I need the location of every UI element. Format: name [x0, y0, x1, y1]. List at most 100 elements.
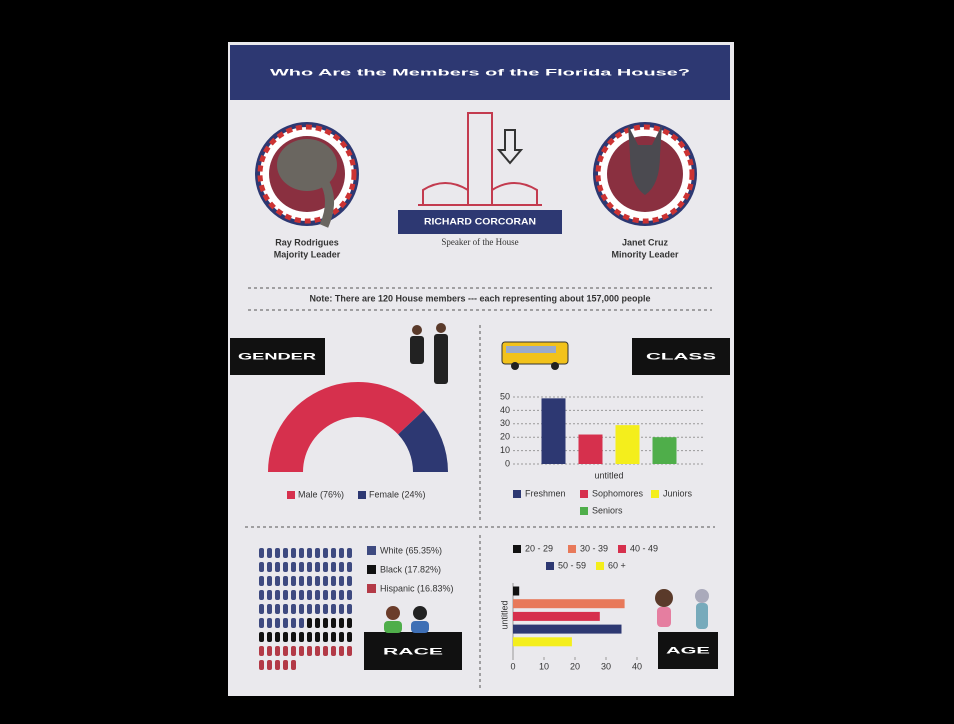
- x-tick-label: 0: [510, 661, 515, 671]
- x-tick-label: 40: [632, 661, 642, 671]
- person-icon: [339, 590, 344, 600]
- person-icon: [339, 646, 344, 656]
- person-icon: [315, 632, 320, 642]
- bar: [653, 437, 677, 464]
- person-icon: [275, 604, 280, 614]
- leader-role: Majority Leader: [274, 249, 341, 259]
- person-icon: [275, 618, 280, 628]
- person-icon: [323, 590, 328, 600]
- person-icon: [331, 604, 336, 614]
- legend-label: Freshmen: [525, 488, 566, 498]
- person-icon: [275, 548, 280, 558]
- person-icon: [347, 548, 352, 558]
- person-icon: [315, 590, 320, 600]
- person-icon: [283, 618, 288, 628]
- y-tick-label: 50: [500, 391, 510, 401]
- leader-name: Janet Cruz: [622, 237, 669, 247]
- person-icon: [339, 618, 344, 628]
- legend-swatch: [568, 545, 576, 553]
- bar: [513, 625, 622, 634]
- person-icon: [315, 618, 320, 628]
- infographic: Who Are the Members of the Florida House…: [0, 0, 954, 724]
- page: Who Are the Members of the Florida House…: [0, 0, 954, 724]
- legend-swatch: [367, 584, 376, 593]
- bar: [616, 425, 640, 464]
- person-icon: [283, 604, 288, 614]
- section-label: CLASS: [646, 351, 716, 361]
- person-icon: [299, 646, 304, 656]
- y-tick-label: 0: [505, 458, 510, 468]
- section-label: GENDER: [238, 351, 317, 361]
- legend-swatch: [287, 491, 295, 499]
- y-axis-label: untitled: [499, 600, 509, 629]
- person-icon: [275, 632, 280, 642]
- person-icon: [291, 632, 296, 642]
- legend-swatch: [358, 491, 366, 499]
- person-icon: [291, 646, 296, 656]
- person-icon: [331, 646, 336, 656]
- person-icon: [323, 618, 328, 628]
- person-icon: [307, 618, 312, 628]
- legend-swatch: [546, 562, 554, 570]
- person-icon: [339, 576, 344, 586]
- person-icon: [283, 646, 288, 656]
- person-icon: [315, 548, 320, 558]
- legend-swatch: [513, 490, 521, 498]
- legend-swatch: [513, 545, 521, 553]
- legend-swatch: [596, 562, 604, 570]
- title: Who Are the Members of the Florida House…: [270, 67, 690, 77]
- person-icon: [283, 576, 288, 586]
- bar: [513, 637, 572, 646]
- legend-label: 60 +: [608, 560, 626, 570]
- legend-swatch: [618, 545, 626, 553]
- person-icon: [323, 632, 328, 642]
- person-icon: [347, 576, 352, 586]
- person-icon: [267, 646, 272, 656]
- person-icon: [283, 660, 288, 670]
- person-icon: [307, 548, 312, 558]
- section-label: AGE: [666, 645, 710, 655]
- x-tick-label: 10: [539, 661, 549, 671]
- section-label: RACE: [383, 646, 443, 656]
- y-tick-label: 40: [500, 405, 510, 415]
- person-icon: [315, 604, 320, 614]
- person-icon: [267, 632, 272, 642]
- bar: [542, 398, 566, 464]
- person-icon: [307, 646, 312, 656]
- person-icon: [299, 562, 304, 572]
- person-icon: [267, 604, 272, 614]
- bar: [513, 612, 600, 621]
- person-icon: [331, 562, 336, 572]
- person-icon: [283, 590, 288, 600]
- democrat-badge: [593, 122, 697, 226]
- person-icon: [259, 618, 264, 628]
- speaker-name: RICHARD CORCORAN: [424, 216, 536, 226]
- legend-label: Male (76%): [298, 489, 344, 499]
- legend-swatch: [580, 490, 588, 498]
- person-icon: [259, 632, 264, 642]
- person-icon: [267, 562, 272, 572]
- person-icon: [331, 618, 336, 628]
- person-icon: [283, 632, 288, 642]
- legend-label: White (65.35%): [380, 545, 442, 555]
- legend-label: Juniors: [663, 488, 693, 498]
- person-icon: [267, 590, 272, 600]
- person-icon: [299, 618, 304, 628]
- person-icon: [267, 576, 272, 586]
- x-tick-label: 30: [601, 661, 611, 671]
- speaker-role: Speaker of the House: [441, 237, 518, 247]
- legend-label: Sophomores: [592, 488, 644, 498]
- bar: [579, 435, 603, 464]
- person-icon: [339, 604, 344, 614]
- person-icon: [307, 590, 312, 600]
- legend-label: Seniors: [592, 505, 623, 515]
- person-icon: [347, 590, 352, 600]
- legend-label: 50 - 59: [558, 560, 586, 570]
- person-icon: [291, 660, 296, 670]
- leader-name: Ray Rodrigues: [275, 237, 339, 247]
- person-icon: [347, 604, 352, 614]
- person-icon: [347, 646, 352, 656]
- person-icon: [299, 604, 304, 614]
- bar: [513, 587, 519, 596]
- person-icon: [259, 576, 264, 586]
